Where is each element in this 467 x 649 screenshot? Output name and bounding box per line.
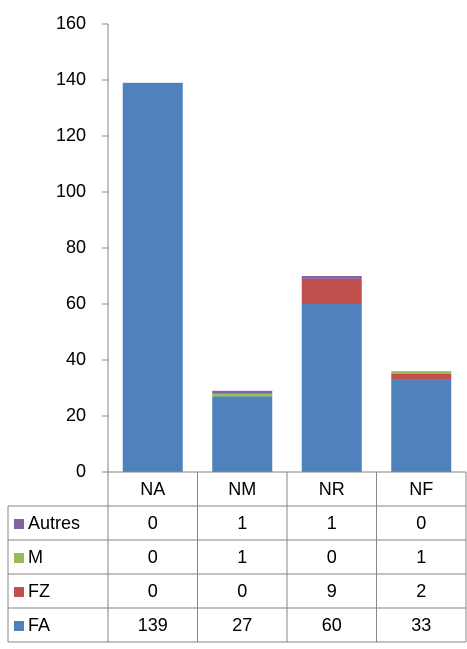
table-value: 1 (237, 547, 247, 567)
table-value: 60 (322, 615, 342, 635)
table-value: 1 (237, 513, 247, 533)
table-value: 2 (416, 581, 426, 601)
table-value: 0 (148, 581, 158, 601)
legend-swatch (14, 553, 24, 563)
bar-segment (212, 393, 273, 397)
bar-segment (122, 82, 183, 473)
x-tick-label: NM (228, 479, 256, 499)
y-tick-label: 80 (66, 237, 86, 257)
y-tick-label: 0 (76, 461, 86, 481)
table-value: 0 (148, 513, 158, 533)
y-tick-label: 20 (66, 405, 86, 425)
y-tick-label: 140 (56, 69, 86, 89)
legend-label: Autres (28, 513, 80, 533)
x-tick-label: NA (140, 479, 165, 499)
bar-segment (391, 374, 452, 380)
table-value: 1 (416, 547, 426, 567)
table-value: 0 (416, 513, 426, 533)
y-tick-label: 40 (66, 349, 86, 369)
bar-segment (301, 278, 362, 304)
legend-label: M (28, 547, 43, 567)
legend-label: FZ (28, 581, 50, 601)
table-value: 33 (411, 615, 431, 635)
bar-segment (391, 371, 452, 374)
table-value: 27 (232, 615, 252, 635)
bar-segment (301, 304, 362, 472)
table-value: 0 (237, 581, 247, 601)
y-tick-label: 100 (56, 181, 86, 201)
table-value: 0 (327, 547, 337, 567)
table-value: 139 (138, 615, 168, 635)
x-tick-label: NF (409, 479, 433, 499)
x-tick-label: NR (319, 479, 345, 499)
legend-swatch (14, 587, 24, 597)
y-tick-label: 60 (66, 293, 86, 313)
y-tick-label: 120 (56, 125, 86, 145)
legend-swatch (14, 519, 24, 529)
table-value: 9 (327, 581, 337, 601)
bar-segment (301, 276, 362, 279)
legend-swatch (14, 621, 24, 631)
table-value: 0 (148, 547, 158, 567)
legend-label: FA (28, 615, 50, 635)
bar-segment (212, 390, 273, 394)
y-tick-label: 160 (56, 13, 86, 33)
bar-segment (212, 396, 273, 472)
bar-segment (391, 379, 452, 472)
table-value: 1 (327, 513, 337, 533)
